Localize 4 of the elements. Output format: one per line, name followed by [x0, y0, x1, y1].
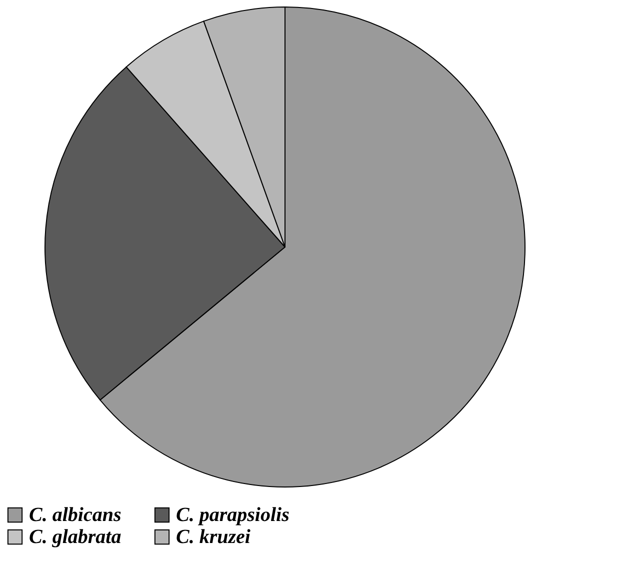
legend-label: C. albicans	[29, 504, 122, 526]
legend-label: C. parapsiolis	[176, 504, 290, 526]
legend-label: C. kruzei	[176, 526, 251, 548]
legend-label: C. glabrata	[29, 526, 122, 548]
